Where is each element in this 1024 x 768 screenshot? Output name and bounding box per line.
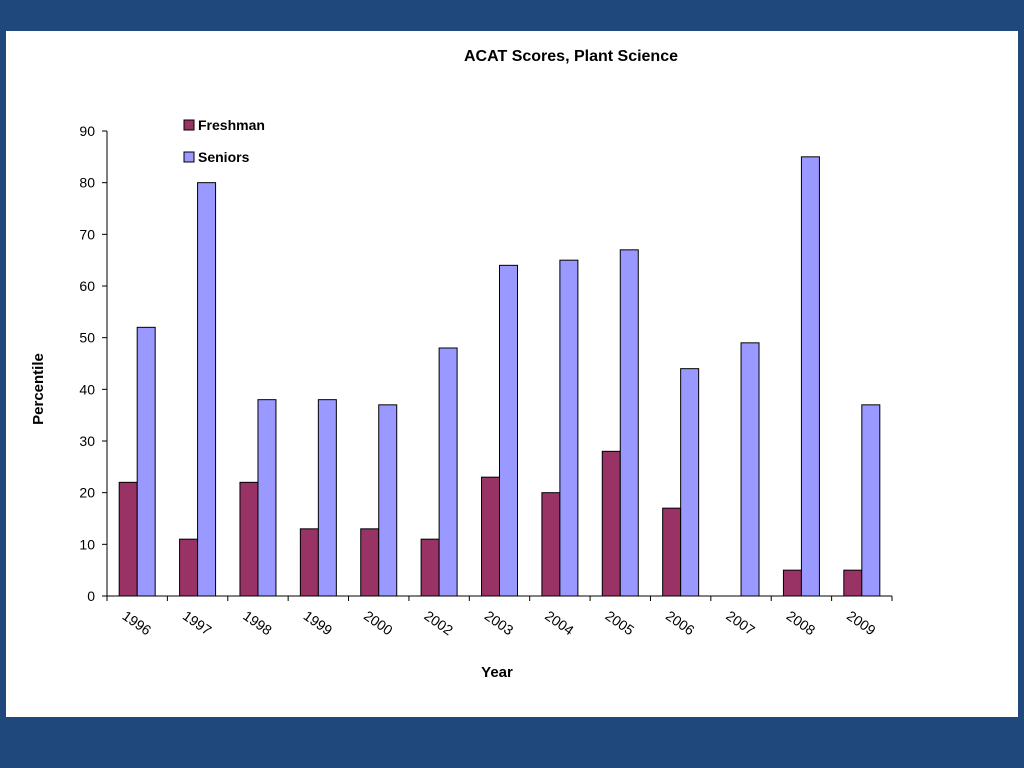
bar-freshman-1999	[299, 528, 319, 597]
bar-freshman-2009	[843, 569, 863, 597]
x-tick-label: 2007	[723, 607, 758, 638]
bar-freshman-2000	[360, 528, 380, 597]
x-tick-label: 2003	[482, 607, 517, 638]
bar-freshman-1996	[118, 481, 138, 597]
y-tick-label: 10	[79, 536, 95, 552]
y-tick-label: 70	[79, 226, 95, 242]
legend-label-seniors: Seniors	[198, 149, 250, 165]
y-tick-label: 40	[79, 381, 95, 397]
chart-title: ACAT Scores, Plant Science	[464, 48, 678, 65]
bar-seniors-1999	[317, 399, 337, 597]
bar-seniors-2002	[438, 347, 458, 597]
y-tick-label: 20	[79, 485, 95, 501]
bar-freshman-1997	[179, 538, 199, 597]
x-tick-label: 2000	[361, 607, 396, 638]
bar-seniors-1998	[257, 399, 277, 597]
bar-seniors-2005	[619, 249, 639, 597]
y-tick-label: 60	[79, 278, 95, 294]
x-axis-title: Year	[481, 664, 513, 681]
legend-swatch-freshman	[183, 119, 195, 131]
bar-seniors-2009	[861, 404, 881, 597]
x-tick-label: 1997	[180, 607, 215, 638]
x-tick-label: 2004	[542, 607, 577, 638]
x-tick-label: 2002	[421, 607, 456, 638]
bar-seniors-2004	[559, 259, 579, 597]
bar-freshman-2008	[782, 569, 802, 597]
x-tick-label: 2009	[844, 607, 879, 638]
bar-chart: ACAT Scores, Plant Science Percentile Ye…	[30, 48, 893, 681]
bar-seniors-1996	[136, 326, 156, 597]
x-tick-label: 2006	[663, 607, 698, 638]
bar-freshman-2005	[601, 450, 621, 597]
bar-seniors-1997	[197, 182, 217, 597]
bar-freshman-2002	[420, 538, 440, 597]
bar-seniors-2006	[680, 368, 700, 597]
legend-swatch-seniors	[183, 151, 195, 163]
y-tick-label: 30	[79, 433, 95, 449]
chart-legend: Freshman Seniors	[183, 117, 265, 165]
y-tick-label: 90	[79, 123, 95, 139]
bar-seniors-2007	[740, 342, 760, 597]
x-tick-label: 1999	[301, 607, 336, 638]
x-tick-label: 1998	[240, 607, 275, 638]
x-tick-label: 1996	[119, 607, 154, 638]
slide-canvas: ACAT Scores, Plant Science Percentile Ye…	[6, 31, 1018, 717]
y-tick-label: 50	[79, 330, 95, 346]
y-tick-label: 0	[87, 588, 95, 604]
x-tick-label: 2005	[603, 607, 638, 638]
bar-seniors-2008	[800, 156, 820, 597]
legend-label-freshman: Freshman	[198, 117, 265, 133]
bar-freshman-1998	[239, 481, 259, 597]
x-tick-label: 2008	[784, 607, 819, 638]
bar-freshman-2006	[662, 507, 682, 597]
bar-freshman-2003	[481, 476, 500, 597]
plot-area: 0 10 20 30 40 50 60 70 80 90 1996 1997 1998 1999 2000 2…	[79, 123, 893, 638]
y-tick-label: 80	[79, 175, 95, 191]
bar-seniors-2000	[378, 404, 398, 597]
bar-seniors-2003	[499, 264, 518, 597]
y-axis-title: Percentile	[30, 353, 47, 425]
bar-freshman-2004	[541, 492, 561, 597]
